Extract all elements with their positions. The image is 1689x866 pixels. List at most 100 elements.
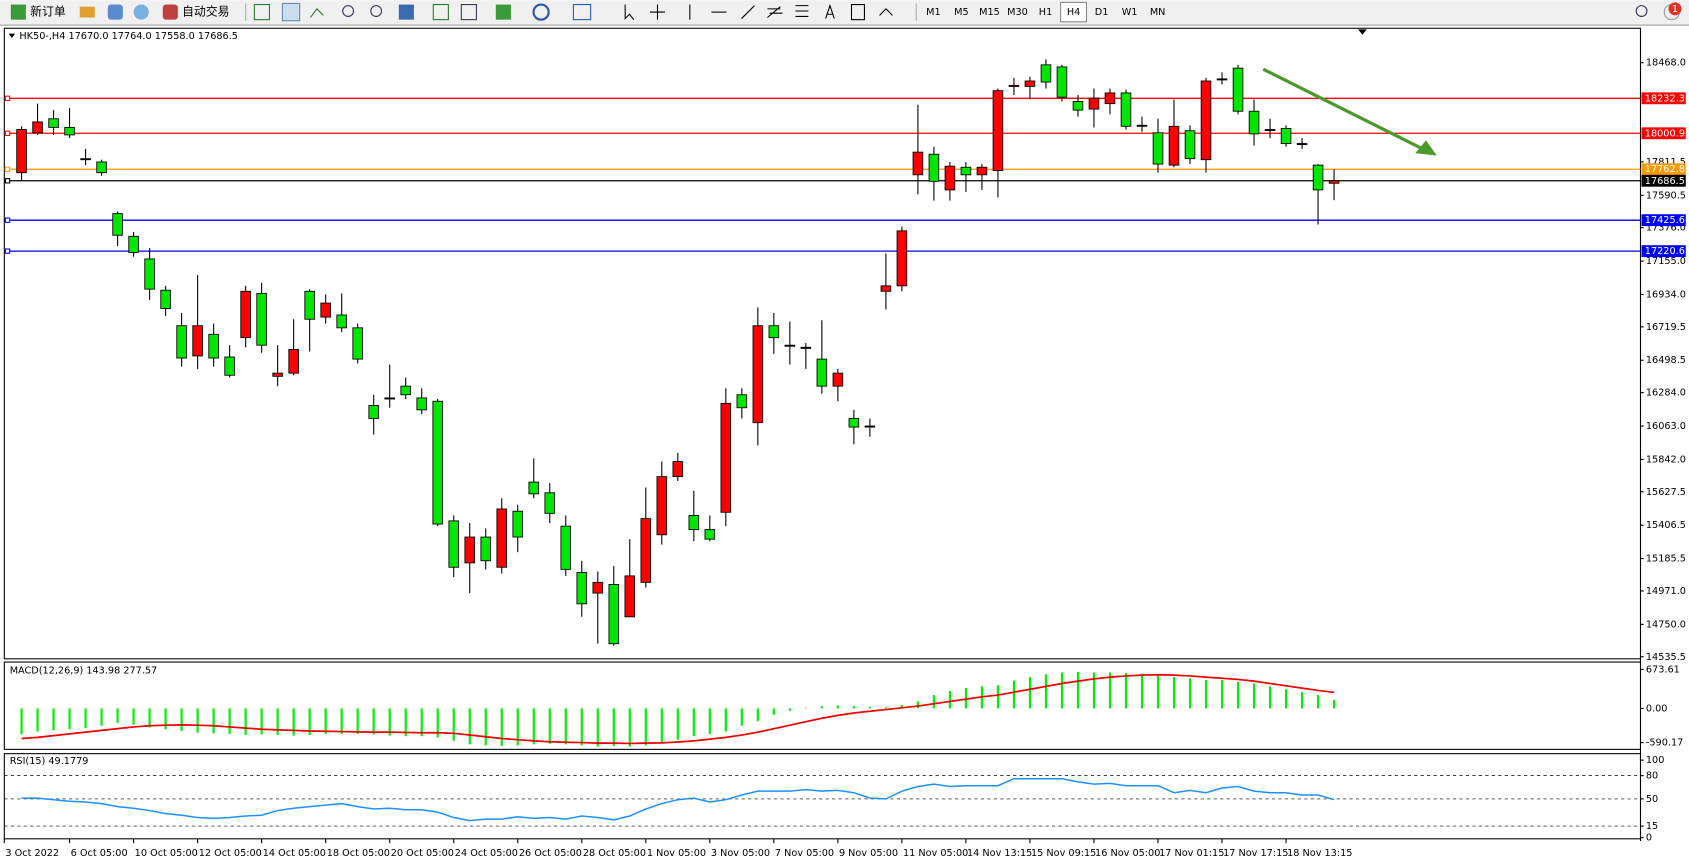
period-btn[interactable] xyxy=(532,3,550,21)
candle-body xyxy=(1232,67,1244,112)
level-handle xyxy=(4,166,11,172)
y-tick-label: 15185.5 xyxy=(1646,554,1686,565)
candle-body xyxy=(560,525,572,570)
y-tick-label: 14535.5 xyxy=(1646,652,1686,663)
channel-btn[interactable] xyxy=(767,6,783,18)
candle-body xyxy=(752,325,764,424)
level-label: 18000.9 xyxy=(1645,128,1685,139)
line-chart-btn[interactable] xyxy=(309,8,324,18)
candle-body xyxy=(976,166,988,176)
candle-body xyxy=(208,333,219,359)
tile-btn[interactable] xyxy=(398,4,414,20)
candle-body xyxy=(320,302,331,318)
candle-body xyxy=(1216,78,1228,81)
timeframe[interactable]: MN xyxy=(1150,7,1166,18)
x-tick-label: 17 Nov 17:15 xyxy=(1223,848,1288,859)
indicators-btn[interactable] xyxy=(495,4,511,20)
timeframe[interactable]: D1 xyxy=(1095,7,1109,18)
candle-body xyxy=(1056,66,1068,98)
y-tick-label: 16498.5 xyxy=(1646,355,1686,366)
plot: 18468.0 17811.5 17590.5 17376.0 17155.0 16934… xyxy=(3,58,1686,859)
new-order[interactable]: 新订单 xyxy=(30,5,66,19)
x-tick-label: 11 Nov 05:00 xyxy=(903,848,968,859)
candle-body xyxy=(48,118,59,128)
candle-body xyxy=(1152,132,1164,165)
timeframe[interactable]: M5 xyxy=(954,7,969,18)
label-btn[interactable] xyxy=(850,4,865,21)
zoom-in-btn[interactable] xyxy=(342,5,355,17)
crosshair-btn[interactable] xyxy=(649,4,666,20)
candle-body xyxy=(32,121,43,134)
candle-chart-btn[interactable] xyxy=(281,2,301,22)
candle-body xyxy=(144,258,155,290)
level-label-box xyxy=(1641,163,1686,176)
bar-chart-btn[interactable] xyxy=(253,4,271,21)
arrows-btn[interactable] xyxy=(879,8,893,16)
icon[interactable] xyxy=(107,4,123,20)
timeframe[interactable]: W1 xyxy=(1122,7,1138,18)
y-tick-label: 16934.0 xyxy=(1646,289,1686,300)
cursor-btn[interactable] xyxy=(624,4,635,20)
x-tick-label: 14 Nov 13:15 xyxy=(967,848,1032,859)
candle-body xyxy=(400,385,411,396)
candle-body xyxy=(1040,64,1052,83)
icon[interactable] xyxy=(79,6,95,18)
candle-body xyxy=(768,325,780,339)
candle-body xyxy=(1312,164,1324,191)
candle-body xyxy=(688,515,700,530)
zoom-out-btn[interactable] xyxy=(370,5,383,17)
candle-body xyxy=(304,290,315,320)
candle-body xyxy=(960,166,972,176)
timeframe[interactable]: H1 xyxy=(1039,7,1052,18)
candle-body xyxy=(704,529,716,540)
y-tick-label: 16284.0 xyxy=(1646,388,1686,399)
level-label: 17220.6 xyxy=(1645,246,1685,257)
timeframe[interactable]: M15 xyxy=(979,7,1000,18)
candle-body xyxy=(896,230,908,287)
auto-trading[interactable]: 自动交易 xyxy=(182,5,229,19)
y-tick-label: 14750.0 xyxy=(1646,619,1686,630)
y-tick-label: 0 xyxy=(1646,833,1652,844)
level-handle xyxy=(4,95,11,102)
level-label-box xyxy=(1641,127,1686,140)
candle-body xyxy=(480,536,492,562)
timeframe[interactable]: H4 xyxy=(1067,7,1080,18)
symbol-header: HK50-,H4 17670.0 17764.0 17558.0 17686.5 xyxy=(19,31,238,42)
new-order-icon[interactable] xyxy=(10,4,26,20)
candle-body xyxy=(224,356,235,376)
candle-body xyxy=(1280,127,1292,144)
candle-body xyxy=(720,402,732,513)
candle-body xyxy=(576,572,588,605)
candle-body xyxy=(64,126,75,136)
shift-btn[interactable] xyxy=(460,4,477,21)
trend-arrow xyxy=(1262,67,1426,152)
y-tick-label: 15627.5 xyxy=(1646,487,1686,498)
level-handle xyxy=(4,178,11,184)
candle-body xyxy=(944,165,956,191)
auto-trading-icon[interactable] xyxy=(162,4,178,20)
candle-body xyxy=(656,476,668,536)
x-tick-label: 15 Nov 09:15 xyxy=(1031,848,1096,859)
y-tick-label: -590.17 xyxy=(1646,738,1683,749)
level-label-box xyxy=(1641,174,1686,187)
candle-body xyxy=(624,575,636,618)
scroll-btn[interactable] xyxy=(432,4,449,21)
search-btn[interactable] xyxy=(1635,5,1648,17)
timeframe[interactable]: M30 xyxy=(1007,7,1028,18)
candle-body xyxy=(368,405,379,419)
candle-body xyxy=(912,151,924,176)
candle-body xyxy=(448,520,460,568)
candle-body xyxy=(1120,92,1132,127)
template-btn[interactable] xyxy=(572,4,592,21)
y-tick-label: 15 xyxy=(1646,821,1658,832)
y-tick-label: 0.00 xyxy=(1646,703,1668,714)
trendline-btn[interactable] xyxy=(741,5,755,19)
text-btn[interactable] xyxy=(825,3,835,19)
fibo-btn[interactable] xyxy=(795,5,809,17)
timeframe[interactable]: M1 xyxy=(926,7,941,18)
candle-body xyxy=(640,518,652,583)
candle-body xyxy=(784,344,796,347)
candle-body xyxy=(464,536,476,564)
icon[interactable] xyxy=(133,4,149,20)
candle-body xyxy=(1136,124,1148,127)
